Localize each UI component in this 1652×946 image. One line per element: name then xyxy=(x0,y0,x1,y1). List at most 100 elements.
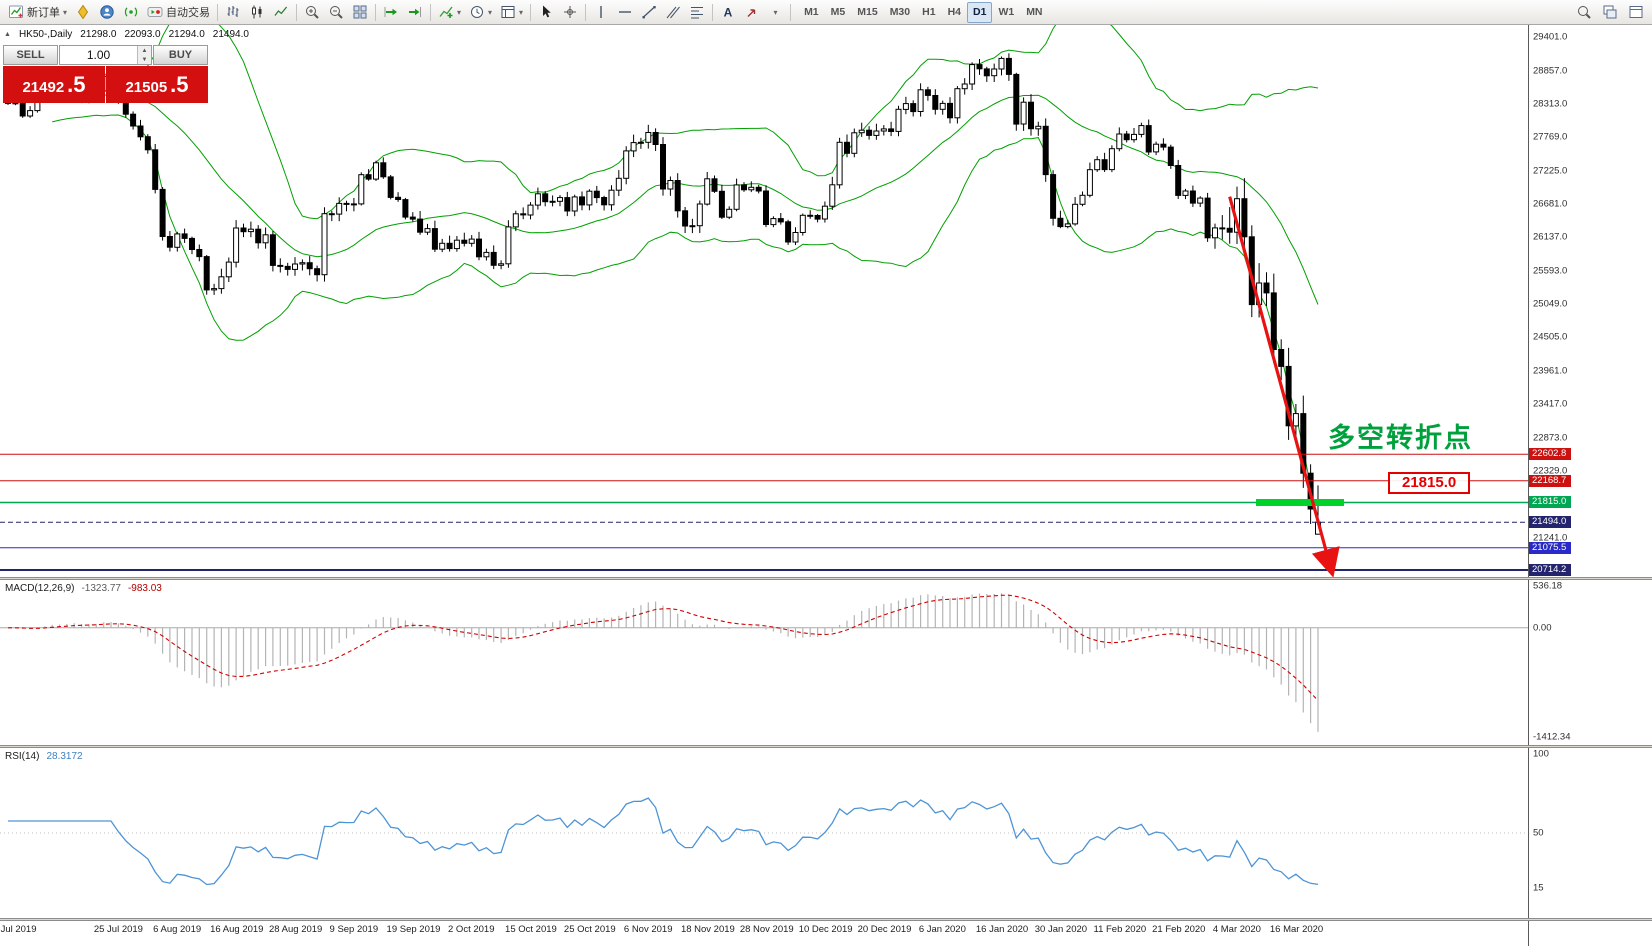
toolbar-separator xyxy=(217,3,219,21)
ohlc-low: 21294.0 xyxy=(168,29,205,40)
templates-icon xyxy=(501,6,515,18)
horizontal-line-icon xyxy=(619,11,632,13)
timeframe-h4-button[interactable]: H4 xyxy=(942,2,967,23)
price-level-badge: 22602.8 xyxy=(1529,448,1572,461)
pane-separator[interactable] xyxy=(0,918,1652,921)
date-axis-label: 5 Jul 2019 xyxy=(0,924,37,935)
buy-price[interactable]: 21505 .5 xyxy=(106,66,208,103)
price-axis-label: 22873.0 xyxy=(1533,432,1568,444)
autotrading-icon xyxy=(147,7,163,17)
price-axis-label: 21241.0 xyxy=(1533,532,1568,544)
pane-separator[interactable] xyxy=(0,745,1652,748)
price-axis-label: 26137.0 xyxy=(1533,231,1568,243)
timeframe-m15-button[interactable]: M15 xyxy=(851,2,883,23)
macd-main-value: -1323.77 xyxy=(81,583,121,594)
trade-panel-toggle[interactable]: ▲ xyxy=(4,31,11,38)
toolbar-separator xyxy=(790,3,792,21)
bar-chart-icon xyxy=(227,6,239,17)
shapes-dropdown-button[interactable]: ▾ xyxy=(764,2,787,23)
date-axis-label: 25 Oct 2019 xyxy=(563,924,616,935)
date-axis-label: 19 Sep 2019 xyxy=(386,924,441,935)
timeframe-m5-button[interactable]: M5 xyxy=(825,2,852,23)
auto-scroll-button[interactable] xyxy=(379,2,403,23)
sell-price[interactable]: 21492 .5 xyxy=(3,66,105,103)
horizontal-line-button[interactable] xyxy=(613,2,637,23)
fibonacci-button[interactable] xyxy=(685,2,709,23)
toolbar-separator xyxy=(296,3,298,21)
signals-button[interactable] xyxy=(119,2,143,23)
window-list-icon xyxy=(1629,6,1643,18)
templates-button[interactable]: ▾ xyxy=(496,2,527,23)
date-axis-label: 28 Aug 2019 xyxy=(268,924,323,935)
main-toolbar: 新订单 ▾ 自动交易 ▾ ▾ ▾ A xyxy=(0,0,1652,25)
line-chart-button[interactable] xyxy=(269,2,293,23)
toolbar-separator xyxy=(585,3,587,21)
new-order-label: 新订单 xyxy=(27,7,60,19)
market-icon xyxy=(100,5,114,19)
date-axis-label: 11 Feb 2020 xyxy=(1093,924,1147,935)
macd-axis-label: 536.18 xyxy=(1533,580,1563,592)
cascade-windows-button[interactable] xyxy=(1598,2,1622,23)
chart-shift-button[interactable] xyxy=(403,2,427,23)
search-button[interactable] xyxy=(1572,2,1596,23)
date-axis[interactable]: 5 Jul 2019 25 Jul 2019 6 Aug 2019 16 Aug 20… xyxy=(0,921,1528,946)
zoom-out-button[interactable] xyxy=(324,2,348,23)
indicators-button[interactable]: ▾ xyxy=(434,2,465,23)
cursor-button[interactable] xyxy=(534,2,558,23)
zoom-out-icon xyxy=(330,6,343,19)
vertical-line-button[interactable] xyxy=(589,2,613,23)
tile-windows-icon xyxy=(353,5,367,19)
toolbar-separator xyxy=(375,3,377,21)
search-icon xyxy=(1578,6,1591,19)
timeframe-mn-button[interactable]: MN xyxy=(1020,2,1048,23)
timeframe-h1-button[interactable]: H1 xyxy=(916,2,941,23)
toolbar-separator xyxy=(430,3,432,21)
price-axis-label: 29401.0 xyxy=(1533,31,1568,43)
volume-up-button[interactable]: ▲ xyxy=(138,46,151,55)
date-axis-label: 6 Jan 2020 xyxy=(918,924,966,935)
sell-button[interactable]: SELL xyxy=(3,45,58,65)
window-list-button[interactable] xyxy=(1624,2,1648,23)
price-axis-label: 23961.0 xyxy=(1533,365,1568,377)
candlestick-chart-button[interactable] xyxy=(245,2,269,23)
price-axis-label: 24505.0 xyxy=(1533,331,1568,343)
timeframe-m30-button[interactable]: M30 xyxy=(884,2,916,23)
buy-price-main: 21505 xyxy=(125,79,168,96)
tile-windows-button[interactable] xyxy=(348,2,372,23)
zoom-in-icon xyxy=(306,6,319,19)
date-axis-label: 6 Aug 2019 xyxy=(153,924,202,935)
wizard-button[interactable] xyxy=(71,2,95,23)
volume-control: ▲ ▼ xyxy=(59,45,152,65)
text-tool-button[interactable]: A xyxy=(716,2,740,23)
crosshair-button[interactable] xyxy=(558,2,582,23)
autotrading-button[interactable]: 自动交易 xyxy=(143,2,214,23)
new-order-button[interactable]: 新订单 ▾ xyxy=(4,2,71,23)
buy-price-frac: .5 xyxy=(170,72,189,97)
date-axis-label: 2 Oct 2019 xyxy=(448,924,495,935)
trendline-button[interactable] xyxy=(637,2,661,23)
timeframe-w1-button[interactable]: W1 xyxy=(992,2,1020,23)
arrows-tool-button[interactable] xyxy=(740,2,764,23)
volume-input[interactable] xyxy=(60,46,137,64)
shapes-caret-icon: ▾ xyxy=(773,7,778,17)
rsi-indicator-label: RSI(14) 28.3172 xyxy=(5,751,83,762)
volume-down-button[interactable]: ▼ xyxy=(138,55,151,64)
timeframe-m1-button[interactable]: M1 xyxy=(798,2,825,23)
zoom-in-button[interactable] xyxy=(300,2,324,23)
pane-separator[interactable] xyxy=(0,577,1652,580)
price-axis[interactable]: 29401.0 28857.0 28313.0 27769.0 27225.0 26681… xyxy=(1528,0,1652,946)
periods-button[interactable]: ▾ xyxy=(465,2,496,23)
price-callout-label: 21815.0 xyxy=(1388,472,1471,494)
buy-button[interactable]: BUY xyxy=(153,45,208,65)
rsi-axis-label: 50 xyxy=(1533,827,1544,839)
timeframe-toolbar: M1 M5 M15 M30 H1 H4 D1 W1 MN xyxy=(798,1,1048,23)
timeframe-d1-button[interactable]: D1 xyxy=(967,1,993,23)
date-axis-label: 4 Mar 2020 xyxy=(1212,924,1261,935)
indicators-icon xyxy=(439,6,453,18)
date-axis-label: 6 Nov 2019 xyxy=(623,924,673,935)
bar-chart-button[interactable] xyxy=(221,2,245,23)
channel-button[interactable] xyxy=(661,2,685,23)
market-button[interactable] xyxy=(95,2,119,23)
